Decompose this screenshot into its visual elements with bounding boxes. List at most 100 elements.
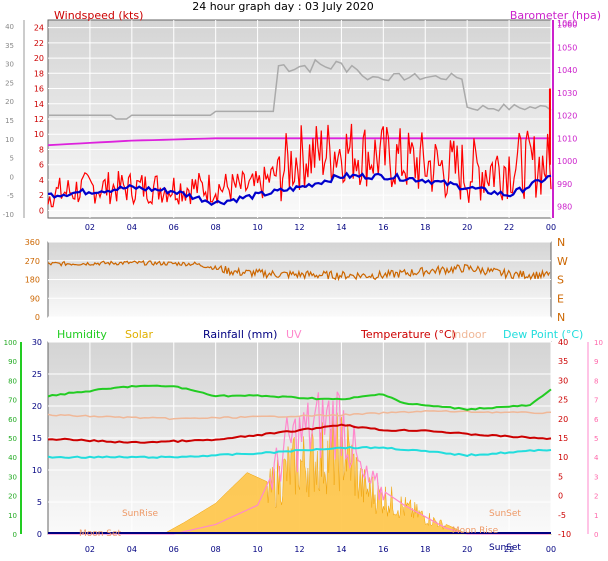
wind-tick-label: 0 [39, 206, 44, 215]
humidity-tick-label: 30 [8, 473, 17, 481]
hour-tick-label: 22 [504, 223, 514, 232]
hour-tick-label: 10 [252, 223, 262, 232]
sun-moon-annotation: SunSet [489, 543, 521, 553]
outer-tick-label: 35 [5, 42, 14, 50]
uv-tick-label: 2 [594, 493, 598, 501]
uv-tick-label: 1 [594, 512, 598, 520]
uv-tick-label: 6 [594, 416, 599, 424]
hour-tick-label: 12 [294, 223, 304, 232]
temp-tick-label: 20 [558, 415, 568, 424]
hour-tick-label: 04 [127, 223, 137, 232]
rain-tick-label: 10 [32, 466, 42, 475]
wind-direction-line [47, 260, 551, 282]
uv-tick-label: 4 [594, 454, 599, 462]
baro-tick-label: 1010 [557, 134, 577, 143]
legend-item: Solar [125, 328, 154, 341]
rain-tick-label: 20 [32, 402, 42, 411]
barometer-axis-label: Barometer (hpa) [510, 9, 601, 22]
legend-item: UV [286, 328, 302, 341]
climate-hour-label: 04 [127, 545, 137, 554]
hour-tick-label: 16 [378, 223, 388, 232]
hour-tick-label: 00 [546, 223, 556, 232]
legend-item: Rainfall (mm) [203, 328, 277, 341]
chart-title: 24 hour graph day : 03 July 2020 [192, 0, 374, 13]
baro-tick-label: 990 [557, 180, 572, 189]
wind-tick-label: 24 [34, 24, 44, 33]
humidity-tick-label: 80 [8, 377, 17, 385]
compass-label: W [557, 255, 568, 268]
humidity-tick-label: 90 [8, 358, 17, 366]
baro-tick-label: 1040 [557, 66, 577, 75]
hour-tick-label: 18 [420, 223, 430, 232]
climate-hour-label: 12 [294, 545, 304, 554]
rain-tick-label: 30 [32, 338, 42, 347]
wind-tick-label: 16 [34, 85, 44, 94]
wind-tick-label: 12 [34, 115, 44, 124]
humidity-line [47, 384, 552, 411]
baro-tick-label: 1020 [557, 112, 577, 121]
temp-tick-label: -10 [558, 530, 571, 539]
temp-tick-label: 10 [558, 453, 568, 462]
baro-tick-label: 1000 [557, 157, 577, 166]
dir-tick-label: 0 [35, 313, 40, 322]
outer-tick-label: 5 [10, 155, 14, 163]
dir-tick-label: 270 [25, 257, 40, 266]
temp-tick-label: 40 [558, 338, 568, 347]
windspeed-axis-label: Windspeed (kts) [54, 9, 143, 22]
compass-label: N [557, 236, 565, 249]
temperature-line [47, 423, 552, 444]
temp-tick-label: 0 [558, 492, 563, 501]
compass-label: N [557, 311, 565, 324]
outer-tick-label: -5 [7, 192, 14, 200]
gust-trend-line [48, 58, 552, 120]
rain-tick-label: 5 [37, 498, 42, 507]
uv-tick-label: 9 [594, 358, 598, 366]
temp-tick-label: 35 [558, 357, 568, 366]
wind-tick-label: 8 [39, 145, 44, 154]
hour-tick-label: 14 [336, 223, 346, 232]
dir-tick-label: 90 [30, 294, 40, 303]
wind-tick-label: 14 [34, 100, 44, 109]
rain-tick-label: 0 [37, 530, 42, 539]
outer-tick-label: 25 [5, 79, 14, 87]
climate-hour-label: 22 [504, 545, 514, 554]
climate-hour-label: 16 [378, 545, 388, 554]
baro-tick-label: 1060 [557, 21, 577, 30]
baro-tick-label: 1050 [557, 43, 577, 52]
uv-tick-label: 0 [594, 531, 598, 539]
sun-moon-annotation: SunRise [122, 509, 159, 519]
legend-item: Dew Point (°C) [503, 328, 583, 341]
baro-tick-label: 1030 [557, 89, 577, 98]
temp-tick-label: 30 [558, 376, 568, 385]
outer-tick-label: 10 [5, 136, 14, 144]
indoor-line [47, 410, 552, 421]
climate-hour-label: 14 [336, 545, 346, 554]
rain-tick-label: 15 [32, 434, 42, 443]
uv-tick-label: 7 [594, 397, 598, 405]
climate-hour-label: 20 [462, 545, 472, 554]
temp-tick-label: 5 [558, 472, 563, 481]
uv-tick-label: 3 [594, 473, 598, 481]
baro-top-label: 1060 [557, 19, 577, 28]
dew-point-line [47, 445, 552, 459]
humidity-tick-label: 10 [8, 512, 17, 520]
uv-tick-label: 10 [594, 339, 603, 347]
legend-item: Humidity [57, 328, 107, 341]
temp-tick-label: -5 [558, 511, 566, 520]
sun-moon-annotation: SunSet [489, 509, 521, 519]
climate-hour-label: 08 [211, 545, 221, 554]
compass-label: S [557, 274, 564, 287]
outer-tick-label: 15 [5, 117, 14, 125]
hour-tick-label: 08 [211, 223, 221, 232]
hour-tick-label: 02 [85, 223, 95, 232]
avg-wind-line [47, 171, 552, 207]
wind-tick-label: 10 [34, 130, 44, 139]
compass-label: E [557, 292, 564, 305]
hour-tick-label: 06 [169, 223, 179, 232]
climate-hour-label: 06 [169, 545, 179, 554]
wind-tick-label: 6 [39, 161, 44, 170]
wind-tick-label: 20 [34, 54, 44, 63]
humidity-tick-label: 40 [8, 454, 17, 462]
climate-hour-label: 02 [85, 545, 95, 554]
